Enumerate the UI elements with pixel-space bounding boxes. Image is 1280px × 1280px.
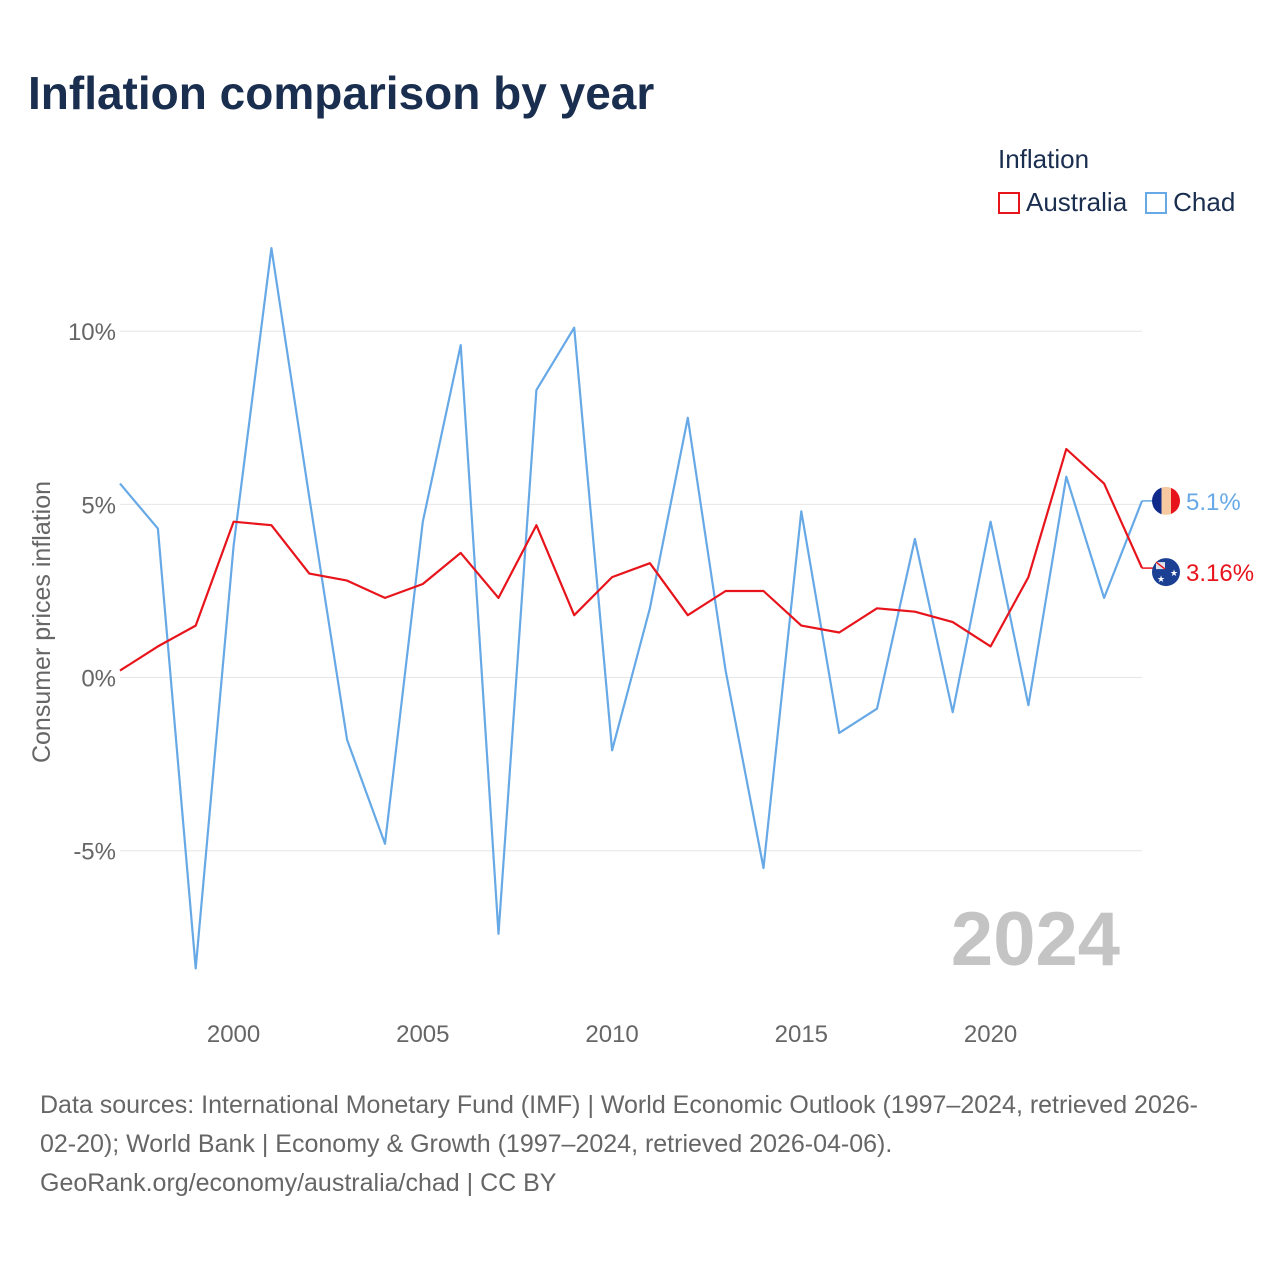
australia-flag-icon: ★★ [1152, 558, 1180, 587]
legend-swatch-australia [998, 191, 1020, 214]
chad-flag-icon [1152, 486, 1180, 515]
legend-title: Inflation [998, 144, 1090, 174]
y-axis-label: Consumer prices inflation [28, 481, 56, 763]
y-tick-label-3: 10% [68, 319, 116, 346]
x-tick-label-3: 2015 [775, 1021, 828, 1048]
y-tick-label-2: 5% [81, 492, 116, 519]
chart-title: Inflation comparison by year [28, 67, 655, 119]
legend-item-chad[interactable]: Chad [1145, 187, 1235, 218]
x-tick-label-4: 2020 [964, 1021, 1017, 1048]
legend-label-chad: Chad [1173, 187, 1236, 217]
svg-text:★: ★ [1170, 569, 1178, 579]
legend-label-australia: Australia [1026, 187, 1128, 217]
legend-item-australia[interactable]: Australia [998, 187, 1127, 218]
series-line-australia [119, 447, 1144, 672]
source-line-3: GeoRank.org/economy/australia/chad | CC … [40, 1169, 557, 1197]
y-tick-label-0: -5% [73, 839, 116, 866]
chad-end-label: 5.1% [1186, 489, 1241, 516]
svg-text:★: ★ [1157, 575, 1165, 585]
series-line-chad [119, 247, 1144, 970]
year-watermark: 2024 [951, 897, 1120, 982]
x-tick-label-2: 2010 [585, 1021, 638, 1048]
australia-end-label: 3.16% [1186, 560, 1254, 587]
y-tick-label-1: 0% [81, 666, 116, 693]
source-line-1: Data sources: International Monetary Fun… [40, 1091, 1198, 1119]
source-line-2: 02-20); World Bank | Economy & Growth (1… [40, 1130, 893, 1158]
legend: Inflation Australia Chad [998, 144, 1235, 218]
x-tick-label-0: 2000 [207, 1021, 260, 1048]
legend-swatch-chad [1145, 191, 1168, 214]
source-note: Data sources: International Monetary Fun… [40, 1086, 1250, 1203]
x-tick-label-1: 2005 [396, 1021, 449, 1048]
line-chart: -5% 0% 5% 10% 2000 2005 2010 2015 2020 Consumer p… [28, 247, 1254, 1048]
